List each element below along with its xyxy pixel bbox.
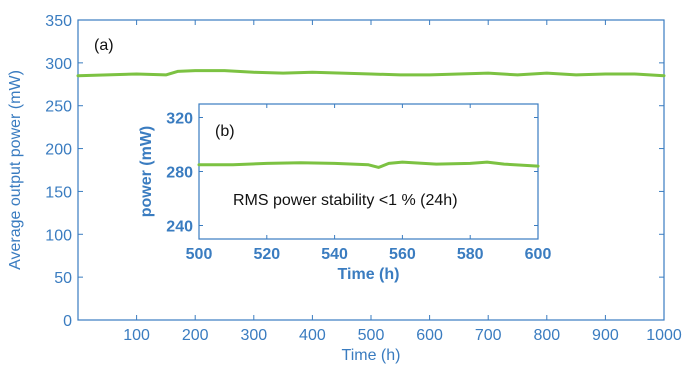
x-tick-label: 700 [475, 327, 502, 344]
x-tick-label: 540 [321, 246, 348, 263]
y-tick-label: 50 [54, 270, 72, 287]
y-tick-label: 280 [166, 165, 193, 182]
y-tick-label: 0 [63, 313, 72, 330]
y-tick-label: 250 [45, 99, 72, 116]
inset-panel-label: (b) [215, 123, 235, 140]
y-tick-label: 320 [166, 111, 193, 128]
inset-background [199, 104, 538, 239]
x-tick-label: 560 [389, 246, 416, 263]
x-tick-label: 580 [457, 246, 484, 263]
inset-x-axis-label: Time (h) [338, 266, 400, 283]
x-tick-label: 520 [253, 246, 280, 263]
main-panel: 0 50 100 150 200 250 300 350 100 200 300 400 500 600… [7, 13, 682, 364]
inset-series-group [197, 160, 540, 169]
main-series-group [76, 69, 666, 78]
x-tick-label: 600 [416, 327, 443, 344]
inset-panel: 240 280 320 500 520 540 560 580 600 (b) RMS pow… [138, 103, 552, 283]
inset-x-ticks: 500 520 540 560 580 600 [186, 104, 552, 263]
main-x-axis-label: Time (h) [342, 347, 401, 364]
y-tick-label: 200 [45, 142, 72, 159]
x-tick-label: 1000 [646, 327, 682, 344]
x-tick-label: 100 [123, 327, 150, 344]
y-tick-label: 300 [45, 56, 72, 73]
main-x-ticks: 100 200 300 400 500 600 700 800 900 1000 [123, 20, 682, 344]
series-line [76, 69, 666, 78]
x-tick-label: 600 [525, 246, 552, 263]
y-tick-label: 350 [45, 13, 72, 30]
y-tick-label: 240 [166, 219, 193, 236]
x-tick-label: 800 [533, 327, 560, 344]
main-y-ticks: 0 50 100 150 200 250 300 350 [45, 13, 664, 330]
x-tick-label: 200 [182, 327, 209, 344]
inset-y-axis-label: power (mW) [138, 126, 155, 218]
x-tick-label: 400 [299, 327, 326, 344]
main-panel-label: (a) [94, 37, 114, 54]
inset-y-ticks: 240 280 320 [166, 111, 538, 236]
x-tick-label: 500 [186, 246, 213, 263]
main-y-axis-label: Average output power (mW) [7, 70, 24, 270]
x-tick-label: 900 [592, 327, 619, 344]
inset-annotation: RMS power stability <1 % (24h) [233, 192, 458, 209]
series-line [197, 160, 540, 169]
x-tick-label: 300 [240, 327, 267, 344]
x-tick-label: 500 [358, 327, 385, 344]
y-tick-label: 150 [45, 184, 72, 201]
y-tick-label: 100 [45, 227, 72, 244]
